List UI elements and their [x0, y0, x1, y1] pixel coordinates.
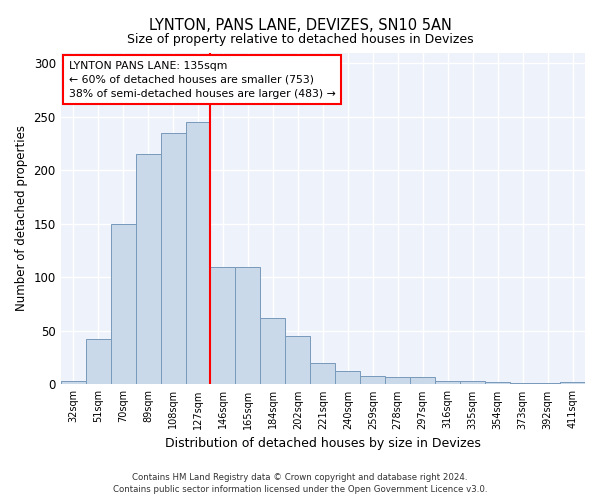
Text: Contains HM Land Registry data © Crown copyright and database right 2024.
Contai: Contains HM Land Registry data © Crown c…	[113, 472, 487, 494]
Bar	[286, 336, 310, 384]
Bar	[61, 381, 86, 384]
Bar	[410, 377, 435, 384]
Bar	[360, 376, 385, 384]
Bar	[260, 318, 286, 384]
Text: LYNTON PANS LANE: 135sqm
← 60% of detached houses are smaller (753)
38% of semi-: LYNTON PANS LANE: 135sqm ← 60% of detach…	[68, 61, 335, 99]
X-axis label: Distribution of detached houses by size in Devizes: Distribution of detached houses by size …	[165, 437, 481, 450]
Bar	[335, 370, 360, 384]
Y-axis label: Number of detached properties: Number of detached properties	[15, 126, 28, 312]
Bar	[235, 266, 260, 384]
Bar	[161, 133, 185, 384]
Bar	[110, 224, 136, 384]
Bar	[185, 122, 211, 384]
Text: Size of property relative to detached houses in Devizes: Size of property relative to detached ho…	[127, 32, 473, 46]
Bar	[485, 382, 510, 384]
Bar	[460, 381, 485, 384]
Bar	[86, 340, 110, 384]
Bar	[310, 363, 335, 384]
Text: LYNTON, PANS LANE, DEVIZES, SN10 5AN: LYNTON, PANS LANE, DEVIZES, SN10 5AN	[149, 18, 451, 32]
Bar	[211, 266, 235, 384]
Bar	[560, 382, 585, 384]
Bar	[435, 381, 460, 384]
Bar	[136, 154, 161, 384]
Bar	[385, 377, 410, 384]
